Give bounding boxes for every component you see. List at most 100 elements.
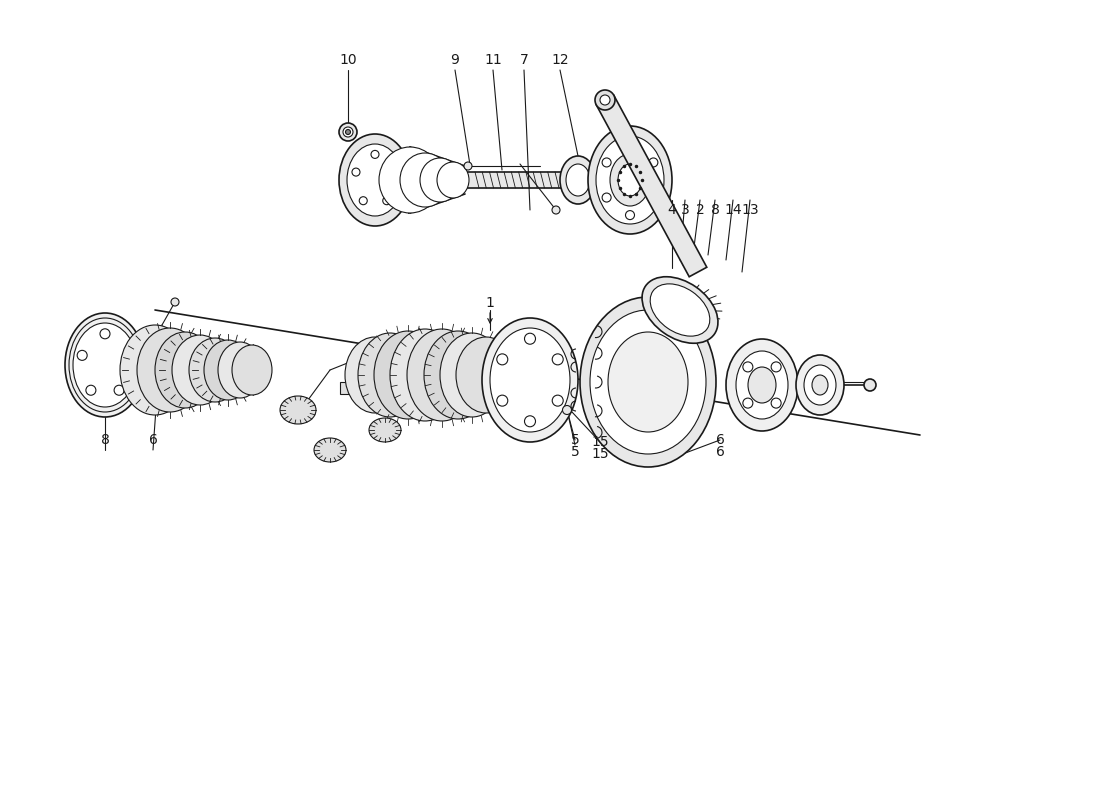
Ellipse shape [437,162,469,198]
Circle shape [602,158,612,167]
Circle shape [464,162,472,170]
Ellipse shape [406,159,444,201]
Circle shape [649,193,658,202]
Ellipse shape [204,340,252,400]
Circle shape [77,350,87,360]
Ellipse shape [580,297,716,467]
Circle shape [552,395,563,406]
Ellipse shape [642,277,718,343]
Ellipse shape [172,335,228,405]
Ellipse shape [608,332,688,432]
Ellipse shape [346,144,403,216]
Ellipse shape [482,318,578,442]
Ellipse shape [73,323,138,407]
Ellipse shape [736,351,788,419]
Circle shape [742,362,752,372]
Circle shape [100,329,110,339]
Circle shape [360,197,367,205]
Ellipse shape [440,333,504,417]
Circle shape [525,334,536,344]
Circle shape [339,123,358,141]
Text: 8: 8 [711,203,719,217]
Circle shape [371,150,380,158]
Ellipse shape [368,418,402,442]
Text: 5: 5 [571,445,580,459]
Circle shape [170,298,179,306]
Text: 13: 13 [741,203,759,217]
Text: 15: 15 [591,447,608,461]
Ellipse shape [379,147,441,213]
Text: 10: 10 [339,53,356,67]
Circle shape [383,197,390,205]
Ellipse shape [314,438,346,462]
Text: 4: 4 [668,203,676,217]
Circle shape [771,398,781,408]
Text: 7: 7 [519,53,528,67]
Circle shape [552,206,560,214]
Circle shape [525,416,536,426]
Ellipse shape [596,136,664,224]
Text: 8: 8 [100,433,109,447]
Circle shape [86,386,96,395]
Ellipse shape [390,329,460,421]
Ellipse shape [424,331,492,419]
Circle shape [123,350,133,360]
Ellipse shape [566,164,590,196]
Ellipse shape [155,332,214,408]
Circle shape [600,95,610,105]
Ellipse shape [400,153,450,207]
Ellipse shape [120,325,190,415]
Text: 6: 6 [716,433,725,447]
Ellipse shape [650,284,710,336]
Ellipse shape [441,166,465,194]
Ellipse shape [560,156,596,204]
Circle shape [552,354,563,365]
Circle shape [649,158,658,167]
Circle shape [343,127,353,137]
Text: 9: 9 [451,53,460,67]
Ellipse shape [218,342,262,398]
Text: 1: 1 [485,296,494,310]
Circle shape [864,379,876,391]
Text: 6: 6 [716,445,725,459]
Circle shape [345,130,351,134]
Text: 5: 5 [571,433,580,447]
Circle shape [626,210,635,219]
Ellipse shape [610,154,650,206]
Ellipse shape [358,333,422,417]
Ellipse shape [748,367,775,403]
Ellipse shape [618,164,642,196]
Circle shape [352,168,360,176]
Circle shape [114,386,124,395]
Polygon shape [596,95,707,277]
Ellipse shape [339,134,411,226]
Circle shape [562,406,572,414]
Ellipse shape [588,126,672,234]
Circle shape [742,398,752,408]
Text: 11: 11 [484,53,502,67]
Ellipse shape [796,355,844,415]
Ellipse shape [590,310,706,454]
Polygon shape [340,382,356,394]
Ellipse shape [386,154,434,206]
Ellipse shape [490,328,570,432]
Ellipse shape [138,328,204,412]
Text: 2: 2 [695,203,704,217]
Circle shape [602,193,612,202]
Ellipse shape [804,365,836,405]
Ellipse shape [374,331,442,419]
Ellipse shape [726,339,798,431]
Circle shape [497,354,508,365]
Ellipse shape [280,396,316,424]
Circle shape [389,167,398,175]
Ellipse shape [232,345,272,395]
Ellipse shape [65,313,145,417]
Circle shape [595,90,615,110]
Circle shape [626,141,635,150]
Text: 14: 14 [724,203,741,217]
Text: 12: 12 [551,53,569,67]
Ellipse shape [189,338,241,402]
Ellipse shape [407,329,477,421]
Ellipse shape [425,163,455,197]
Circle shape [497,395,508,406]
